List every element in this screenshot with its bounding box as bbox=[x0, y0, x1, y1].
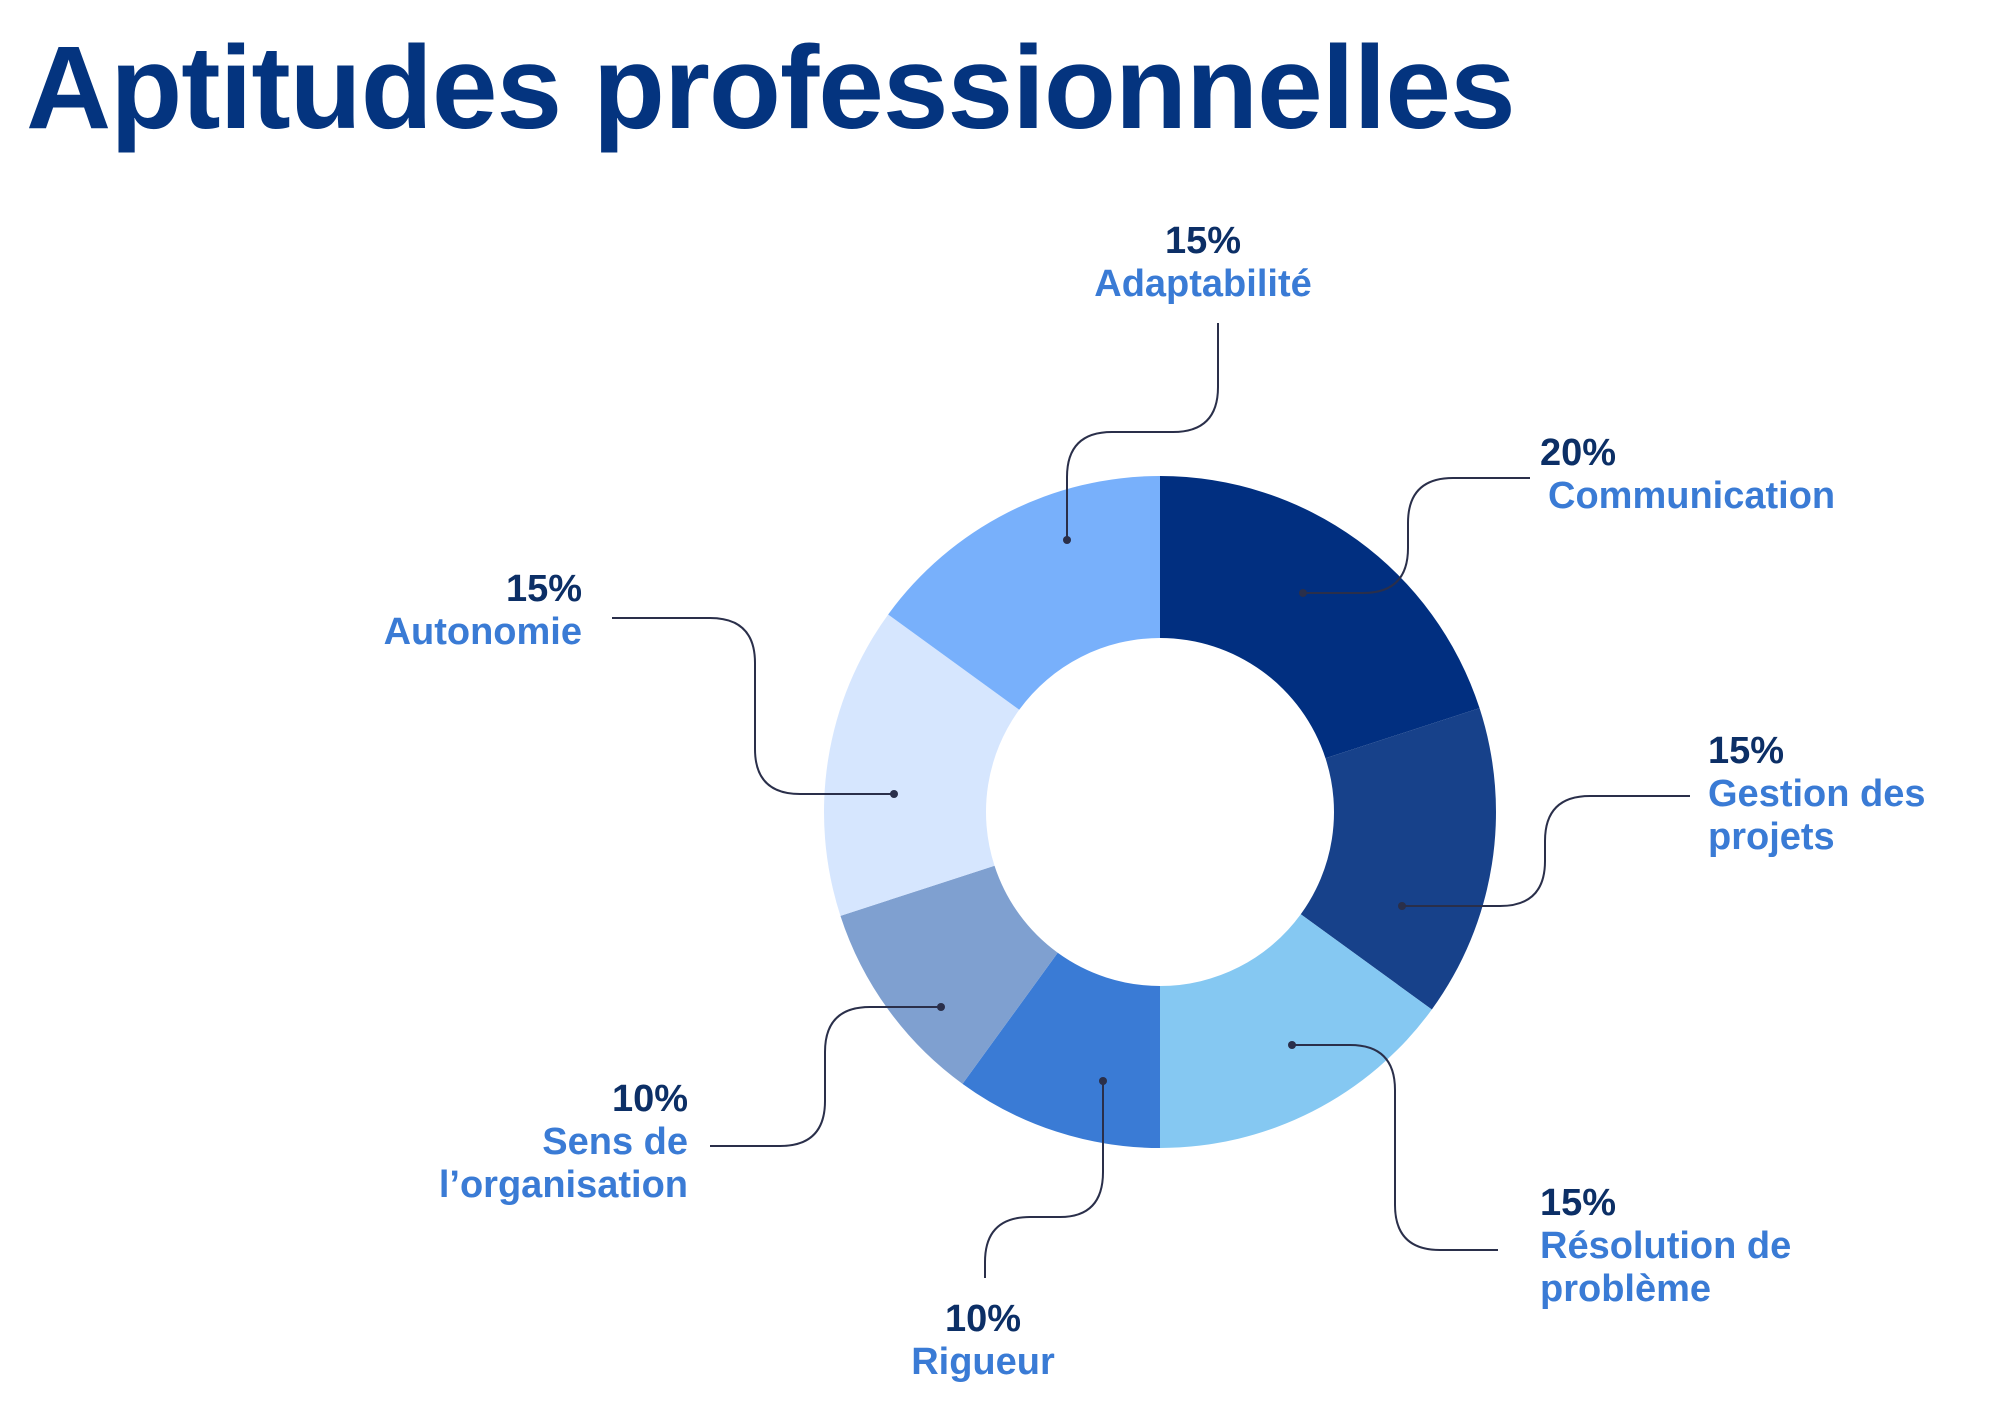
label-communication-name: Communication bbox=[1548, 475, 1836, 517]
leader-line-communication bbox=[1303, 477, 1530, 594]
label-rigueur-name: Rigueur bbox=[911, 1341, 1055, 1383]
label-gestion-name-line2: projets bbox=[1708, 816, 1835, 858]
leader-dot-communication bbox=[1299, 589, 1307, 597]
leader-dot-autonomie bbox=[890, 790, 898, 798]
leader-line-gestion bbox=[1402, 795, 1690, 907]
label-communication: 20% Communication bbox=[1540, 432, 1835, 518]
label-sens: 10% Sens de l’organisation bbox=[439, 1078, 688, 1207]
donut-slices bbox=[824, 476, 1496, 1148]
leader-dot-adaptabilite bbox=[1063, 536, 1071, 544]
slice-autonomie bbox=[824, 614, 1020, 916]
label-resolution-percent: 15% bbox=[1540, 1182, 1617, 1224]
label-autonomie: 15% Autonomie bbox=[384, 568, 582, 654]
label-resolution-name-line2: problème bbox=[1540, 1268, 1712, 1310]
leader-dot-rigueur bbox=[1099, 1077, 1107, 1085]
leader-dot-resolution bbox=[1288, 1041, 1296, 1049]
label-autonomie-name: Autonomie bbox=[383, 611, 582, 653]
label-sens-name-line1: Sens de bbox=[542, 1121, 688, 1163]
leader-dot-gestion bbox=[1398, 902, 1406, 910]
leader-line-sens bbox=[710, 1006, 941, 1147]
slice-rigueur bbox=[962, 952, 1160, 1148]
slice-r-solution-de-probl-me bbox=[1160, 914, 1432, 1148]
leader-dot-sens bbox=[937, 1003, 945, 1011]
label-gestion: 15% Gestion des projets bbox=[1708, 730, 1926, 859]
label-autonomie-percent: 15% bbox=[505, 568, 582, 610]
slice-sens-de-l-organisation bbox=[840, 865, 1058, 1084]
slice-adaptabilit bbox=[888, 476, 1160, 710]
label-sens-name-line2: l’organisation bbox=[438, 1164, 688, 1206]
page-title: Aptitudes professionnelles bbox=[26, 22, 1516, 154]
slice-gestion-des-projets bbox=[1300, 708, 1496, 1010]
label-gestion-percent: 15% bbox=[1708, 730, 1785, 772]
label-rigueur-percent: 10% bbox=[944, 1298, 1022, 1340]
slice-communication bbox=[1160, 476, 1480, 759]
label-resolution-name-line1: Résolution de bbox=[1540, 1225, 1792, 1267]
label-adaptabilite-percent: 15% bbox=[1164, 220, 1242, 262]
leader-lines bbox=[612, 323, 1690, 1278]
leader-line-rigueur bbox=[984, 1081, 1104, 1278]
label-sens-percent: 10% bbox=[611, 1078, 688, 1120]
label-adaptabilite-name: Adaptabilité bbox=[1094, 263, 1312, 305]
leader-line-resolution bbox=[1292, 1044, 1498, 1251]
label-gestion-name-line1: Gestion des bbox=[1708, 773, 1926, 815]
leader-line-adaptabilite bbox=[1066, 323, 1219, 540]
label-rigueur: 10% Rigueur bbox=[911, 1298, 1055, 1384]
label-resolution: 15% Résolution de problème bbox=[1540, 1182, 1791, 1311]
leader-line-autonomie bbox=[612, 617, 894, 795]
label-communication-percent: 20% bbox=[1540, 432, 1617, 474]
label-adaptabilite: 15% Adaptabilité bbox=[1094, 220, 1311, 306]
